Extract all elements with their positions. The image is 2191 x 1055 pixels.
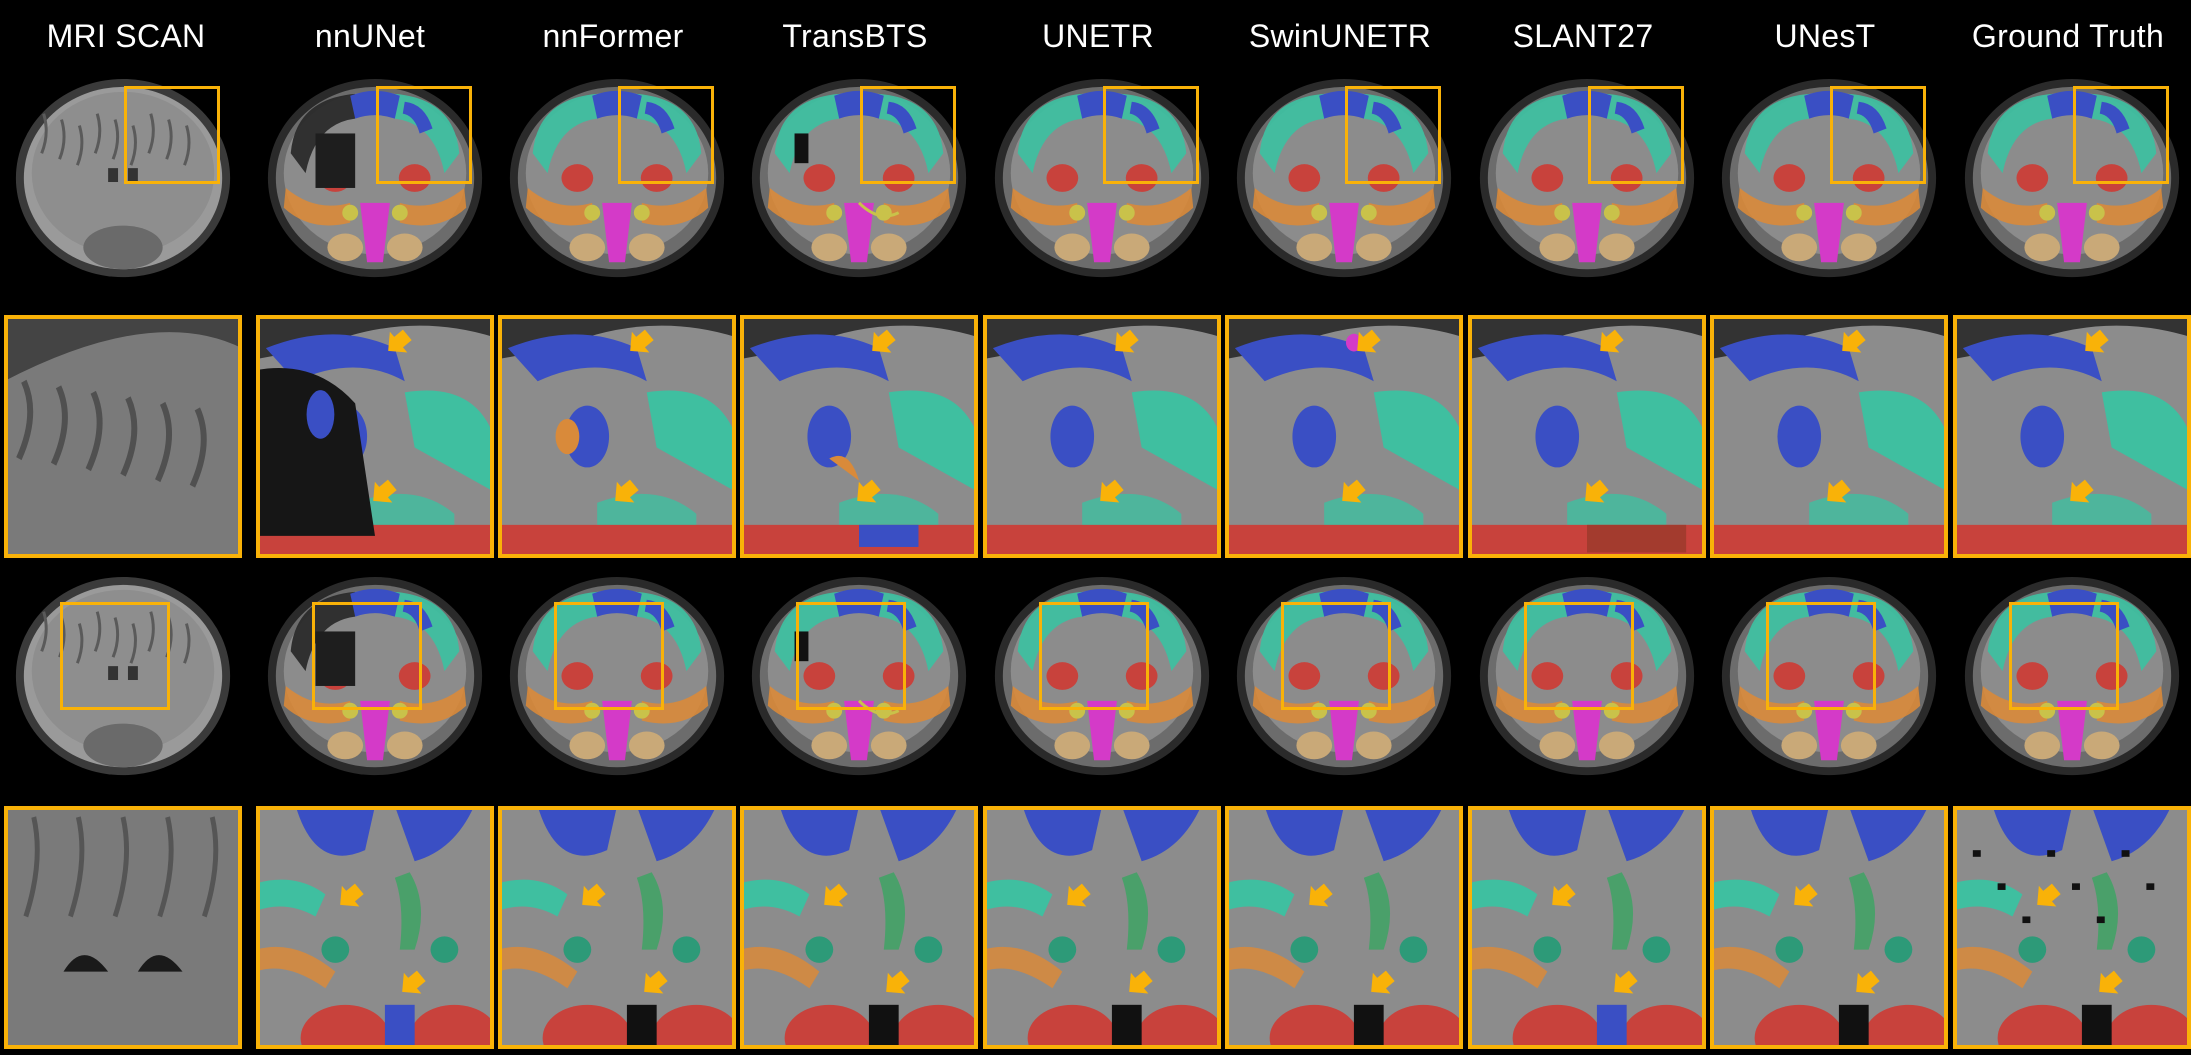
row-3-panel-swinunetr <box>1225 572 1463 790</box>
row-1-panel-nnunet <box>256 74 494 292</box>
row-3-panel-slant27 <box>1468 572 1706 790</box>
row-4-panel-transbts <box>740 806 978 1049</box>
arrow-indicator-icon <box>1577 475 1611 509</box>
row-1-panel-unest <box>1710 74 1948 292</box>
arrow-indicator-icon <box>1834 325 1868 359</box>
row-3-panel-mri-scan <box>4 572 242 790</box>
arrow-indicator-icon <box>1544 879 1578 913</box>
row-1-panel-nnformer <box>498 74 736 292</box>
row-4-panel-mri-scan <box>4 806 242 1049</box>
row-2-panel-unetr <box>983 315 1221 558</box>
column-title-nnformer: nnFormer <box>542 18 684 54</box>
arrow-indicator-icon <box>1786 879 1820 913</box>
row-4-panel-slant27 <box>1468 806 1706 1049</box>
arrow-indicator-icon <box>1092 475 1126 509</box>
arrow-indicator-icon <box>1606 966 1640 1000</box>
arrow-indicator-icon <box>636 966 670 1000</box>
row-3-panel-transbts <box>740 572 978 790</box>
arrow-indicator-icon <box>2091 966 2125 1000</box>
row-2-panel-swinunetr <box>1225 315 1463 558</box>
column-title-unest: UNesT <box>1774 18 1876 54</box>
row-2-panel-nnformer <box>498 315 736 558</box>
arrow-indicator-icon <box>1121 966 1155 1000</box>
arrow-indicator-icon <box>1592 325 1626 359</box>
column-header-row: MRI SCAN nnUNet nnFormer TransBTS UNETR … <box>0 0 2191 70</box>
arrow-indicator-icon <box>2062 475 2096 509</box>
row-3-panel-unetr <box>983 572 1221 790</box>
row-3-panel-nnunet <box>256 572 494 790</box>
row-4-panel-ground-truth <box>1953 806 2191 1049</box>
row-4-panel-nnformer <box>498 806 736 1049</box>
arrow-indicator-icon <box>1301 879 1335 913</box>
row-3-panel-ground-truth <box>1953 572 2191 790</box>
column-title-mri-scan: MRI SCAN <box>46 18 206 54</box>
row-1-panel-mri-scan <box>4 74 242 292</box>
column-title-slant27: SLANT27 <box>1512 18 1654 54</box>
arrow-indicator-icon <box>1334 475 1368 509</box>
arrow-indicator-icon <box>1848 966 1882 1000</box>
arrow-indicator-icon <box>574 879 608 913</box>
arrow-indicator-icon <box>816 879 850 913</box>
arrow-indicator-icon <box>1059 879 1093 913</box>
arrow-indicator-icon <box>365 475 399 509</box>
column-title-nnunet: nnUNet <box>314 18 426 54</box>
arrow-indicator-icon <box>394 966 428 1000</box>
row-3-panel-nnformer <box>498 572 736 790</box>
arrow-indicator-icon <box>622 325 656 359</box>
arrow-indicator-icon <box>864 325 898 359</box>
row-2-panel-slant27 <box>1468 315 1706 558</box>
row-4-panel-unetr <box>983 806 1221 1049</box>
arrow-indicator-icon <box>607 475 641 509</box>
arrow-indicator-icon <box>2029 879 2063 913</box>
arrow-indicator-icon <box>1349 325 1383 359</box>
column-title-unetr: UNETR <box>1042 18 1154 54</box>
arrow-indicator-icon <box>849 475 883 509</box>
column-title-swinunetr: SwinUNETR <box>1248 18 1432 54</box>
arrow-indicator-icon <box>1363 966 1397 1000</box>
row-3-panel-unest <box>1710 572 1948 790</box>
row-2-panel-ground-truth <box>1953 315 2191 558</box>
arrow-indicator-icon <box>380 325 414 359</box>
row-2-panel-transbts <box>740 315 978 558</box>
row-1-panel-slant27 <box>1468 74 1706 292</box>
row-1-panel-transbts <box>740 74 978 292</box>
row-4-panel-unest <box>1710 806 1948 1049</box>
row-1-panel-swinunetr <box>1225 74 1463 292</box>
column-title-transbts: TransBTS <box>782 18 928 54</box>
arrow-indicator-icon <box>332 879 366 913</box>
arrow-indicator-icon <box>2077 325 2111 359</box>
column-title-ground-truth: Ground Truth <box>1971 18 2165 54</box>
row-1-panel-unetr <box>983 74 1221 292</box>
row-1-panel-ground-truth <box>1953 74 2191 292</box>
row-2-panel-nnunet <box>256 315 494 558</box>
arrow-indicator-icon <box>1107 325 1141 359</box>
row-2-panel-unest <box>1710 315 1948 558</box>
row-4-panel-nnunet <box>256 806 494 1049</box>
arrow-indicator-icon <box>1819 475 1853 509</box>
row-2-panel-mri-scan <box>4 315 242 558</box>
row-4-panel-swinunetr <box>1225 806 1463 1049</box>
arrow-indicator-icon <box>878 966 912 1000</box>
